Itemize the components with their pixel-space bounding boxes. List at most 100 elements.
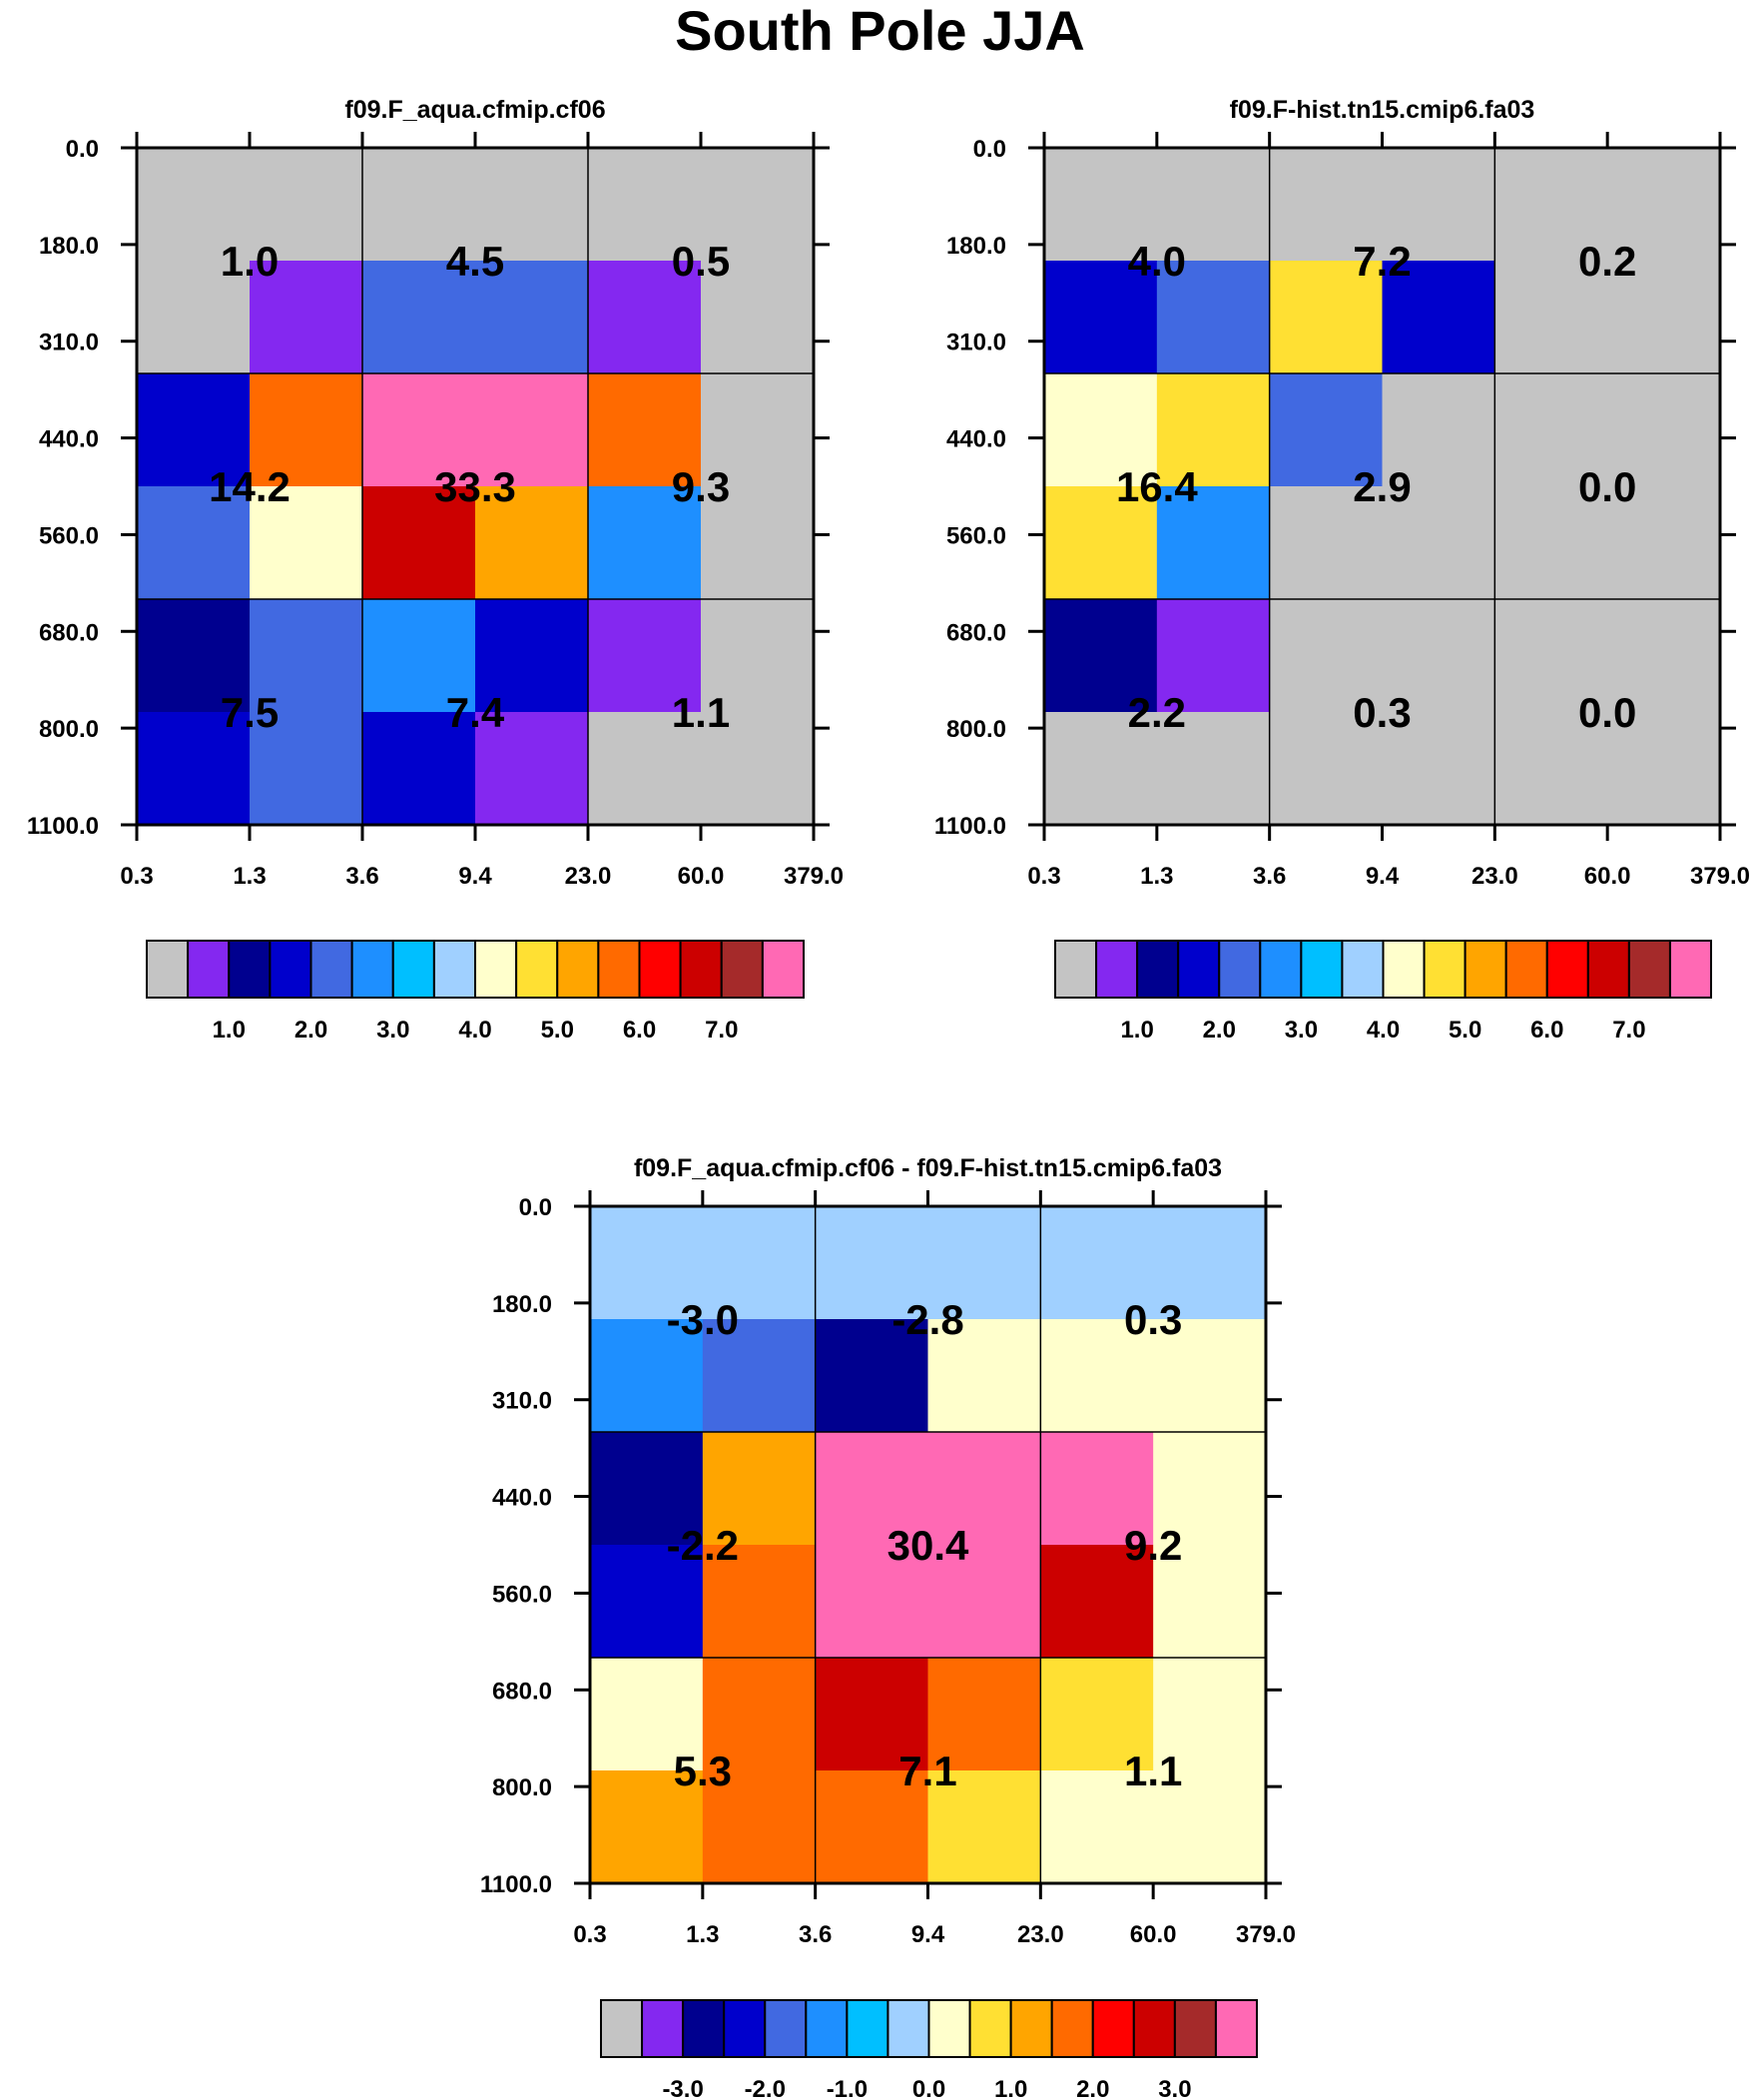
panel-title: f09.F_aqua.cfmip.cf06 — [344, 96, 605, 124]
cell-value-label: 0.0 — [1578, 463, 1636, 510]
cell-value-label: 16.4 — [1116, 463, 1198, 510]
heatmap-cell — [1607, 261, 1721, 374]
heatmap-cell — [475, 261, 589, 374]
colorbar-swatch — [1136, 940, 1180, 999]
heatmap-cell — [927, 1432, 1041, 1546]
colorbar-swatch — [1091, 1999, 1135, 2058]
cell-value-label: 4.5 — [446, 238, 504, 285]
heatmap-cell — [1044, 599, 1158, 713]
heatmap-cell — [701, 599, 815, 713]
heatmap-cell — [137, 261, 251, 374]
heatmap-cell — [250, 599, 363, 713]
heatmap-cell — [1494, 486, 1608, 600]
cell-value-label: 9.2 — [1124, 1522, 1182, 1569]
colorbar-swatch — [1173, 1999, 1217, 2058]
heatmap-cell — [475, 712, 589, 826]
y-tick-label: 180.0 — [492, 1291, 552, 1318]
x-tick-label: 0.3 — [573, 1921, 606, 1948]
heatmap-cell — [590, 1770, 704, 1884]
heatmap-cell — [1269, 599, 1384, 713]
x-tick-label: 60.0 — [1130, 1921, 1177, 1948]
heatmap-cell — [1607, 599, 1721, 713]
colorbar-swatch — [1341, 940, 1385, 999]
cell-value-label: -3.0 — [667, 1296, 739, 1343]
heatmap-cell — [1494, 373, 1608, 487]
heatmap-cell — [701, 486, 815, 600]
colorbar-swatch — [556, 940, 600, 999]
y-tick-label: 560.0 — [39, 522, 99, 549]
cell-value-label: -2.8 — [891, 1296, 963, 1343]
heatmap-cell — [475, 148, 589, 262]
x-tick-label: 60.0 — [1584, 863, 1631, 890]
heatmap-cell — [1040, 1206, 1154, 1320]
heatmap-cell — [137, 373, 251, 487]
cell-value-label: 7.1 — [898, 1748, 956, 1794]
cell-value-label: 5.3 — [674, 1748, 732, 1794]
y-tick-label: 800.0 — [946, 716, 1006, 743]
heatmap-cell — [362, 373, 476, 487]
cell-value-label: 2.2 — [1128, 689, 1186, 736]
heatmap-cell — [1269, 712, 1384, 826]
heatmap-cell — [1607, 373, 1721, 487]
cell-value-label: 14.2 — [209, 463, 291, 510]
y-tick-label: 180.0 — [39, 233, 99, 260]
heatmap-cell — [702, 1206, 817, 1320]
heatmap-cell — [1153, 1206, 1267, 1320]
page-title: South Pole JJA — [675, 0, 1085, 62]
panel-difference: f09.F_aqua.cfmip.cf06 - f09.F-hist.tn15.… — [480, 1154, 1296, 2100]
heatmap-cell — [1607, 712, 1721, 826]
cell-value-label: 30.4 — [887, 1522, 969, 1569]
heatmap-cell — [475, 373, 589, 487]
cell-value-label: 0.5 — [672, 238, 730, 285]
colorbar-label: 7.0 — [1612, 1017, 1645, 1044]
y-tick-label: 800.0 — [492, 1774, 552, 1801]
heatmap-cell — [1153, 1545, 1267, 1659]
heatmap-cell — [1156, 261, 1271, 374]
y-tick-label: 1100.0 — [27, 813, 99, 840]
heatmap-cell — [702, 1545, 817, 1659]
heatmap-cell — [702, 1658, 817, 1771]
colorbar-label: 2.0 — [294, 1017, 327, 1044]
heatmap-cell — [815, 1770, 929, 1884]
heatmap-cell — [1153, 1658, 1267, 1771]
heatmap-cell — [1156, 486, 1271, 600]
heatmap-cell — [250, 261, 363, 374]
cell-value-label: 7.2 — [1353, 238, 1411, 285]
colorbar-swatch — [1259, 940, 1303, 999]
heatmap-cell — [1269, 486, 1384, 600]
cell-value-label: 0.3 — [1353, 689, 1411, 736]
x-tick-label: 0.3 — [1027, 863, 1060, 890]
heatmap-cell — [1607, 486, 1721, 600]
heatmap-cell — [1382, 712, 1495, 826]
colorbar-label: 3.0 — [376, 1017, 409, 1044]
y-tick-label: 440.0 — [39, 426, 99, 453]
colorbar-swatch — [723, 1999, 767, 2058]
colorbar-swatch — [886, 1999, 930, 2058]
colorbar-swatch — [1504, 940, 1548, 999]
x-tick-label: 379.0 — [784, 863, 844, 890]
heatmap-cell — [362, 261, 476, 374]
heatmap-cell — [1044, 261, 1158, 374]
colorbar-swatch — [600, 1999, 644, 2058]
heatmap-cell — [137, 148, 251, 262]
colorbar-swatch — [764, 1999, 808, 2058]
y-tick-label: 680.0 — [39, 619, 99, 646]
x-tick-label: 3.6 — [1253, 863, 1286, 890]
heatmap-cell — [815, 1432, 929, 1546]
x-tick-label: 3.6 — [345, 863, 378, 890]
colorbar-swatch — [432, 940, 476, 999]
x-tick-label: 1.3 — [233, 863, 266, 890]
x-tick-label: 60.0 — [678, 863, 725, 890]
heatmap-cell — [590, 1545, 704, 1659]
colorbar-label: 6.0 — [623, 1017, 656, 1044]
y-tick-label: 800.0 — [39, 716, 99, 743]
heatmap-cell — [362, 148, 476, 262]
panel-hist-cmip6: f09.F-hist.tn15.cmip6.fa03 0.0 180.0 310.0 4… — [934, 96, 1750, 1044]
x-tick-label: 1.3 — [686, 1921, 719, 1948]
x-tick-label: 1.3 — [1140, 863, 1173, 890]
heatmap-cell — [1607, 148, 1721, 262]
heatmap-cell — [1040, 1319, 1154, 1433]
heatmap-cell — [1382, 261, 1495, 374]
colorbar-label: 2.0 — [1076, 2076, 1109, 2100]
heatmap-cell — [250, 486, 363, 600]
